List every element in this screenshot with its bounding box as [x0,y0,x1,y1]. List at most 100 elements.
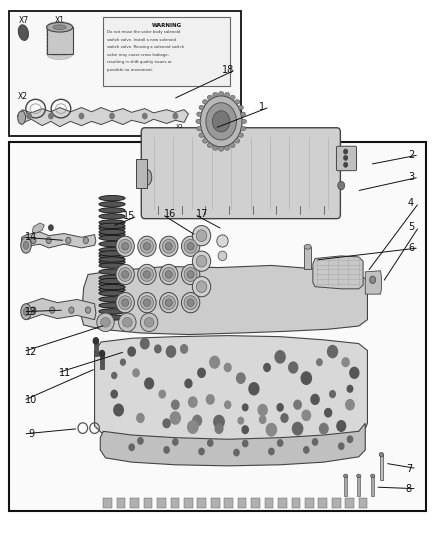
Text: 11: 11 [59,368,71,378]
Ellipse shape [99,315,125,320]
Ellipse shape [99,232,125,237]
Circle shape [206,103,237,140]
Text: 6: 6 [408,243,414,253]
Circle shape [185,379,192,387]
Ellipse shape [196,230,207,241]
Circle shape [114,404,124,416]
Polygon shape [17,108,188,127]
Ellipse shape [46,21,73,33]
Ellipse shape [165,271,172,278]
Ellipse shape [21,237,31,253]
Ellipse shape [240,112,246,116]
Bar [278,498,287,508]
Ellipse shape [230,95,235,100]
Ellipse shape [207,95,212,100]
Circle shape [224,364,231,372]
Ellipse shape [99,201,125,207]
Text: resulting in shift quality issues or: resulting in shift quality issues or [107,60,172,64]
Bar [359,498,367,508]
Ellipse shape [99,309,125,314]
Ellipse shape [99,214,125,219]
Circle shape [225,401,231,408]
Polygon shape [81,265,367,335]
Text: 9: 9 [28,429,34,439]
Ellipse shape [141,313,158,332]
Circle shape [173,114,177,119]
Circle shape [266,424,276,436]
Circle shape [278,440,283,446]
Text: 10: 10 [25,395,37,406]
Ellipse shape [145,318,154,327]
Circle shape [317,359,322,366]
Bar [371,476,374,496]
Ellipse shape [99,229,125,235]
Circle shape [93,338,99,344]
Circle shape [269,448,274,455]
Circle shape [277,403,283,411]
Ellipse shape [53,25,66,30]
Text: 14: 14 [25,232,37,243]
Ellipse shape [235,139,240,143]
Circle shape [199,448,204,455]
Ellipse shape [187,299,194,306]
Bar [144,498,152,508]
Bar [224,498,233,508]
Circle shape [289,362,298,373]
Circle shape [328,345,338,358]
Text: 4: 4 [408,198,414,208]
Ellipse shape [224,146,230,150]
Ellipse shape [99,257,125,262]
Text: 12: 12 [25,346,37,357]
Bar [265,498,273,508]
Circle shape [304,447,309,453]
Ellipse shape [122,299,129,306]
Ellipse shape [184,239,197,253]
Ellipse shape [116,293,134,313]
Ellipse shape [138,236,156,256]
Ellipse shape [165,299,172,306]
Circle shape [128,347,135,356]
Circle shape [339,443,344,449]
FancyBboxPatch shape [141,128,340,219]
Ellipse shape [144,299,150,306]
Polygon shape [313,256,363,289]
Circle shape [111,390,117,398]
Ellipse shape [141,239,153,253]
Ellipse shape [99,278,125,284]
Circle shape [325,408,332,417]
Text: switch valve. Install a new solenoid: switch valve. Install a new solenoid [107,38,176,42]
Ellipse shape [46,41,73,52]
Circle shape [234,449,239,456]
Bar [210,122,232,135]
Bar [184,498,193,508]
Ellipse shape [99,285,125,290]
Circle shape [49,114,53,119]
Circle shape [258,405,267,416]
Ellipse shape [202,100,208,104]
Text: possible no movement.: possible no movement. [107,68,153,71]
Ellipse shape [343,474,348,478]
Ellipse shape [217,235,228,247]
Ellipse shape [159,293,178,313]
Ellipse shape [196,255,207,267]
Circle shape [99,351,105,357]
Ellipse shape [99,241,125,247]
Circle shape [214,415,224,428]
Circle shape [49,225,53,230]
Circle shape [215,424,223,433]
Circle shape [159,390,166,398]
Bar [157,498,166,508]
Ellipse shape [196,119,201,124]
Ellipse shape [219,147,224,151]
Circle shape [243,440,248,447]
Ellipse shape [46,33,73,45]
Polygon shape [365,271,381,294]
Text: Do not reuse the valve body solenoid: Do not reuse the valve body solenoid [107,30,180,35]
Ellipse shape [99,223,125,229]
Ellipse shape [23,308,28,316]
Ellipse shape [162,296,175,310]
Circle shape [302,410,311,421]
Text: 7: 7 [406,464,412,473]
Bar [103,17,230,86]
Ellipse shape [46,25,73,37]
